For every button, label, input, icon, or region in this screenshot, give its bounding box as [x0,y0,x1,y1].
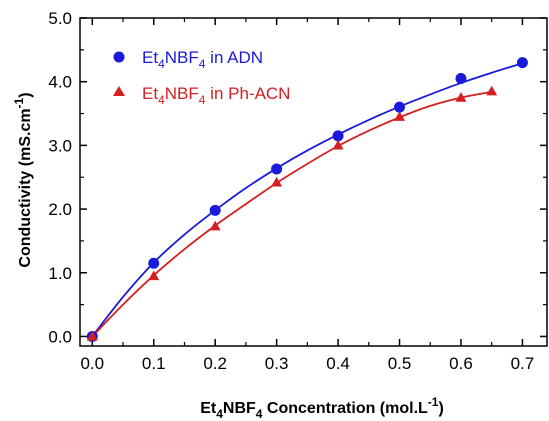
legend-marker-adn [114,52,125,63]
data-point-series-1 [271,177,282,187]
x-tick-label: 0.6 [449,354,473,373]
plot-frame [80,18,547,346]
data-point-series-0 [271,163,282,174]
x-tick-label: 0.1 [142,354,166,373]
data-point-series-0 [394,102,405,113]
y-tick-label: 4.0 [48,73,72,92]
y-tick-label: 3.0 [48,136,72,155]
data-point-series-0 [517,57,528,68]
x-tick-label: 0.3 [265,354,289,373]
data-point-series-1 [486,86,497,96]
y-axis-title: Conductivity (mS.cm-1) [12,92,34,267]
x-tick-label: 0.0 [80,354,104,373]
x-tick-label: 0.2 [203,354,227,373]
legend-marker-phacn [113,86,125,96]
x-axis-title: Et4NBF4 Concentration (mol.L-1) [200,395,444,421]
legend-label-phacn: Et4NBF4 in Ph-ACN [142,84,290,107]
x-tick-label: 0.7 [511,354,535,373]
x-tick-label: 0.4 [326,354,350,373]
y-tick-label: 5.0 [48,9,72,28]
legend-label-adn: Et4NBF4 in ADN [142,48,263,71]
x-tick-label: 0.5 [388,354,412,373]
y-tick-label: 1.0 [48,264,72,283]
data-point-series-0 [455,73,466,84]
data-point-series-0 [148,258,159,269]
legend: Et4NBF4 in ADN Et4NBF4 in Ph-ACN [113,48,290,107]
y-tick-label: 0.0 [48,327,72,346]
data-point-series-0 [210,205,221,216]
fit-curve-series-0 [92,63,522,336]
y-tick-label: 2.0 [48,200,72,219]
fit-curve-series-1 [92,92,491,337]
data-point-series-0 [333,130,344,141]
